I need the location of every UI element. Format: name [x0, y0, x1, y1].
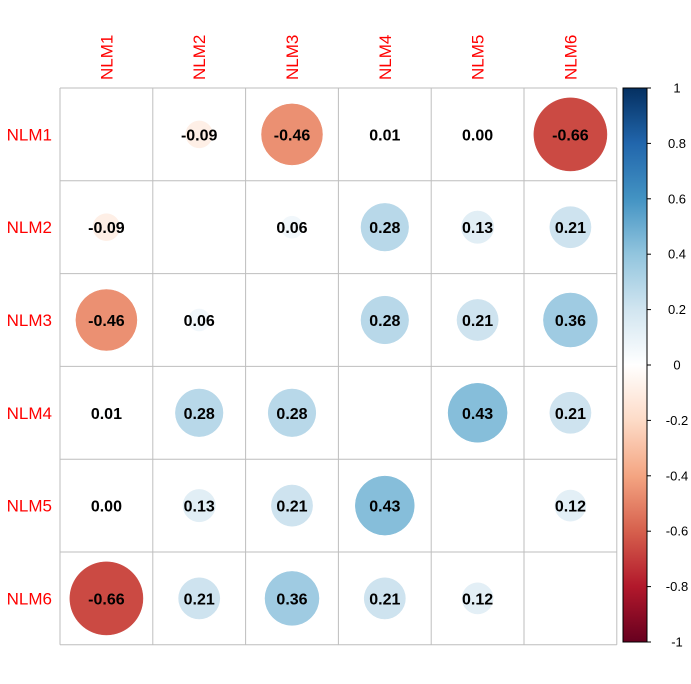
column-label-nlm4: NLM4	[376, 35, 395, 80]
corr-circle-1-0	[92, 213, 121, 241]
corr-circle-4-3	[355, 475, 415, 536]
corr-value-2-4: 0.21	[462, 313, 493, 330]
corr-value-5-1: 0.21	[184, 591, 215, 608]
corr-circle-2-4	[456, 299, 499, 341]
corr-circle-3-4	[447, 383, 508, 443]
corr-circle-4-1	[182, 489, 216, 523]
corr-value-3-5: 0.21	[555, 406, 586, 423]
colorbar-tick-label: -0.2	[666, 413, 688, 428]
corr-value-1-4: 0.13	[462, 220, 493, 237]
corr-circle-0-3	[380, 129, 390, 140]
corr-circle-1-4	[461, 210, 495, 244]
corr-circle-1-5	[549, 206, 592, 249]
corr-value-1-5: 0.21	[555, 220, 586, 237]
corr-value-2-3: 0.28	[369, 313, 400, 330]
row-label-nlm3: NLM3	[7, 311, 52, 330]
corr-value-4-0: 0.00	[91, 499, 122, 516]
corr-value-2-5: 0.36	[555, 313, 586, 330]
corr-value-0-2: -0.46	[274, 127, 311, 144]
corr-value-4-1: 0.13	[184, 499, 215, 516]
corr-value-4-3: 0.43	[369, 499, 400, 516]
corr-circle-3-0	[101, 408, 112, 418]
corr-circle-2-0	[75, 289, 138, 351]
corr-circle-2-1	[187, 308, 211, 332]
row-label-nlm5: NLM5	[7, 497, 52, 516]
corr-circle-0-5	[533, 97, 608, 172]
colorbar-tick-label: 0.2	[668, 302, 686, 317]
column-label-nlm2: NLM2	[190, 35, 209, 80]
colorbar-tick-label: -0.6	[666, 524, 688, 539]
corr-value-1-3: 0.28	[369, 220, 400, 237]
corr-circle-5-2	[264, 571, 320, 626]
colorbar-tick-label: -1	[671, 635, 683, 650]
corr-circle-3-2	[267, 388, 317, 437]
colorbar-tick-label: 0.8	[668, 136, 686, 151]
corr-circle-4-2	[271, 484, 313, 527]
corr-circle-5-4	[461, 582, 494, 615]
colorbar-tick-label: -0.4	[666, 468, 688, 483]
corr-value-2-1: 0.06	[184, 313, 215, 330]
row-label-nlm1: NLM1	[7, 125, 52, 144]
colorbar-tick-label: -0.8	[666, 579, 688, 594]
cell-grid: -0.09 -0.46 0.01 0.00 -0.66 -0.09 0.06 0.28 0.13…	[59, 87, 618, 646]
colorbar: 1 0.8 0.6 0.4 0.2 0 -0.2 -0.4 -0.6 -0.8 -1	[622, 81, 688, 650]
colorbar-tick-label: 0.6	[668, 191, 686, 206]
corr-value-4-2: 0.21	[276, 499, 307, 516]
column-label-nlm1: NLM1	[97, 35, 116, 80]
corr-circle-5-1	[178, 577, 221, 620]
column-label-nlm5: NLM5	[469, 35, 488, 80]
corr-circle-2-3	[360, 295, 409, 345]
corr-value-5-2: 0.36	[276, 591, 307, 608]
corr-value-3-2: 0.28	[276, 406, 307, 423]
corr-circle-0-2	[261, 103, 323, 166]
corr-circle-3-5	[549, 391, 592, 434]
corr-value-4-5: 0.12	[555, 499, 586, 516]
row-label-nlm2: NLM2	[7, 218, 52, 237]
colorbar-tick-label: 1	[673, 81, 680, 96]
corr-circle-5-0	[69, 561, 144, 636]
corr-circle-5-3	[363, 577, 406, 620]
colorbar-tick-label: 0.4	[668, 247, 686, 262]
corr-circle-4-5	[554, 489, 587, 522]
corr-circle-1-3	[360, 203, 409, 252]
column-label-nlm6: NLM6	[561, 35, 580, 80]
corr-value-0-4: 0.00	[462, 127, 493, 144]
corr-value-0-5: -0.66	[552, 127, 589, 144]
corr-value-5-0: -0.66	[88, 591, 125, 608]
row-label-nlm6: NLM6	[7, 589, 52, 608]
colorbar-rect	[622, 87, 648, 643]
corr-circle-1-2	[280, 215, 304, 239]
row-label-nlm4: NLM4	[7, 404, 52, 423]
corr-value-2-0: -0.46	[88, 313, 125, 330]
corr-value-1-0: -0.09	[88, 220, 125, 237]
colorbar-tick-label: 0	[673, 358, 680, 373]
corr-circle-3-1	[175, 388, 224, 437]
column-label-nlm3: NLM3	[283, 35, 302, 80]
corr-circle-2-5	[543, 292, 598, 348]
corr-value-3-1: 0.28	[184, 406, 215, 423]
corr-value-1-2: 0.06	[276, 220, 307, 237]
row-labels: NLM1 NLM2 NLM3 NLM4 NLM5 NLM6	[7, 125, 52, 608]
corr-value-3-4: 0.43	[462, 406, 493, 423]
corr-value-3-0: 0.01	[91, 406, 122, 423]
corr-value-0-1: -0.09	[181, 127, 218, 144]
corr-value-0-3: 0.01	[369, 127, 400, 144]
corr-value-5-4: 0.12	[462, 591, 493, 608]
corr-circle-0-1	[185, 120, 213, 149]
corr-value-5-3: 0.21	[369, 591, 400, 608]
column-labels: NLM1 NLM2 NLM3 NLM4 NLM5 NLM6	[97, 35, 580, 80]
